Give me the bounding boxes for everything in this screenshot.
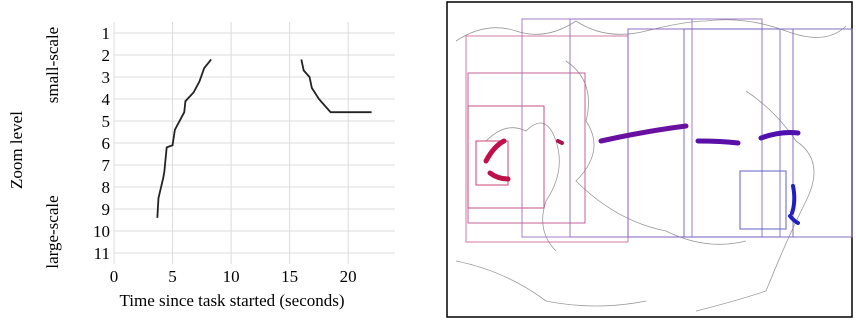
x-tick-label: 5 (168, 267, 177, 286)
y-axis-title: Zoom level (7, 111, 26, 189)
annotation: large-scale (43, 195, 62, 268)
x-tick-label: 10 (223, 267, 240, 286)
trajectory (483, 123, 801, 225)
data-line (156, 58, 372, 218)
y-tick-label: 6 (102, 134, 111, 153)
y-tick-label: 3 (102, 68, 111, 87)
x-tick-label: 15 (281, 267, 298, 286)
y-tick-label: 7 (102, 156, 111, 175)
y-tick-label: 1 (102, 24, 111, 43)
x-axis-title: Time since task started (seconds) (119, 291, 344, 310)
x-tick-label: 0 (110, 267, 119, 286)
annotation: small-scale (43, 27, 62, 103)
map-panel (446, 1, 853, 318)
y-tick-label: 8 (102, 178, 111, 197)
y-tick-label: 2 (102, 46, 111, 65)
y-tick-label: 10 (93, 222, 110, 241)
y-tick-label: 11 (94, 244, 110, 263)
y-tick-label: 9 (102, 200, 111, 219)
y-tick-label: 5 (102, 112, 111, 131)
chart: Zoom level small-scale large-scale Time … (7, 22, 395, 310)
map-frame (446, 1, 853, 318)
x-tick-label: 20 (340, 267, 357, 286)
y-tick-label: 4 (102, 90, 111, 109)
